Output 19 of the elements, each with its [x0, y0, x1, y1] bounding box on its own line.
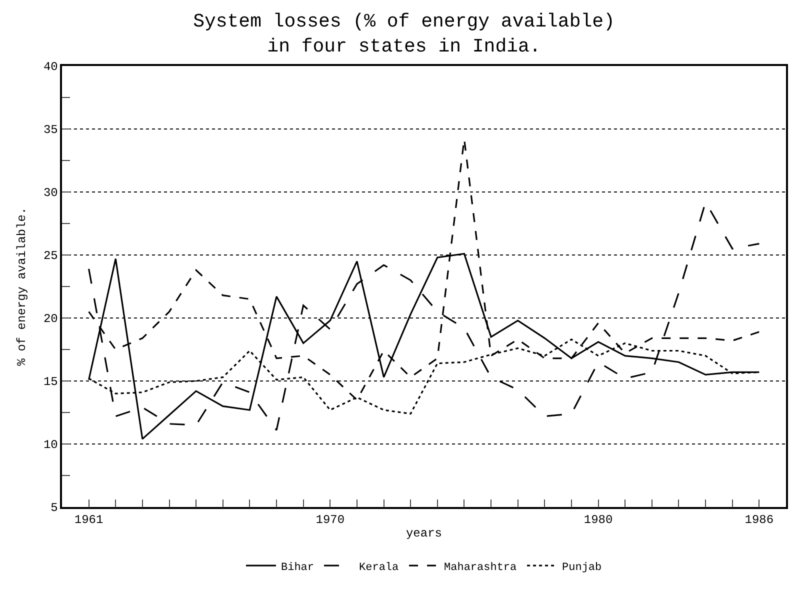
x-tick-label: 1980 [584, 513, 613, 528]
legend-label: Maharashtra [444, 562, 518, 574]
y-tick-label: 35 [43, 123, 58, 138]
chart-title: System losses (% of energy available) in four states in India. [193, 10, 615, 58]
x-tick-label: 1961 [74, 513, 104, 528]
y-axis-title: % of energy available. [15, 207, 30, 366]
y-tick-label: 40 [43, 60, 58, 74]
y-tick-label: 25 [43, 249, 58, 264]
y-tick-label: 15 [43, 375, 58, 390]
x-tick-label: 1970 [316, 513, 345, 528]
legend-label: Punjab [562, 562, 602, 574]
x-axis-title: years [406, 526, 442, 541]
y-tick-label: 5 [50, 501, 58, 516]
legend-label: Bihar [281, 562, 314, 574]
x-tick-label: 1986 [744, 513, 774, 528]
y-tick-label: 20 [43, 312, 58, 326]
y-tick-label: 10 [43, 438, 58, 452]
y-tick-label: 30 [43, 186, 58, 200]
legend-label: Kerala [359, 562, 400, 574]
